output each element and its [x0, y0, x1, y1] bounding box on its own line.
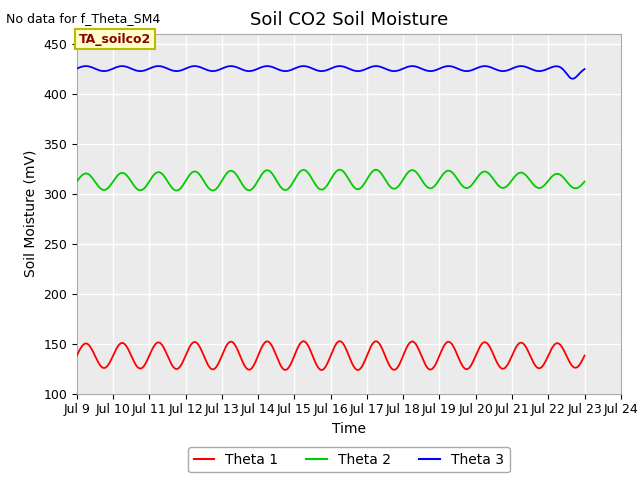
Legend: Theta 1, Theta 2, Theta 3: Theta 1, Theta 2, Theta 3 — [188, 447, 509, 472]
Text: No data for f_Theta_SM4: No data for f_Theta_SM4 — [6, 12, 161, 25]
X-axis label: Time: Time — [332, 422, 366, 436]
Text: TA_soilco2: TA_soilco2 — [79, 33, 151, 46]
Y-axis label: Soil Moisture (mV): Soil Moisture (mV) — [24, 150, 38, 277]
Title: Soil CO2 Soil Moisture: Soil CO2 Soil Moisture — [250, 11, 448, 29]
